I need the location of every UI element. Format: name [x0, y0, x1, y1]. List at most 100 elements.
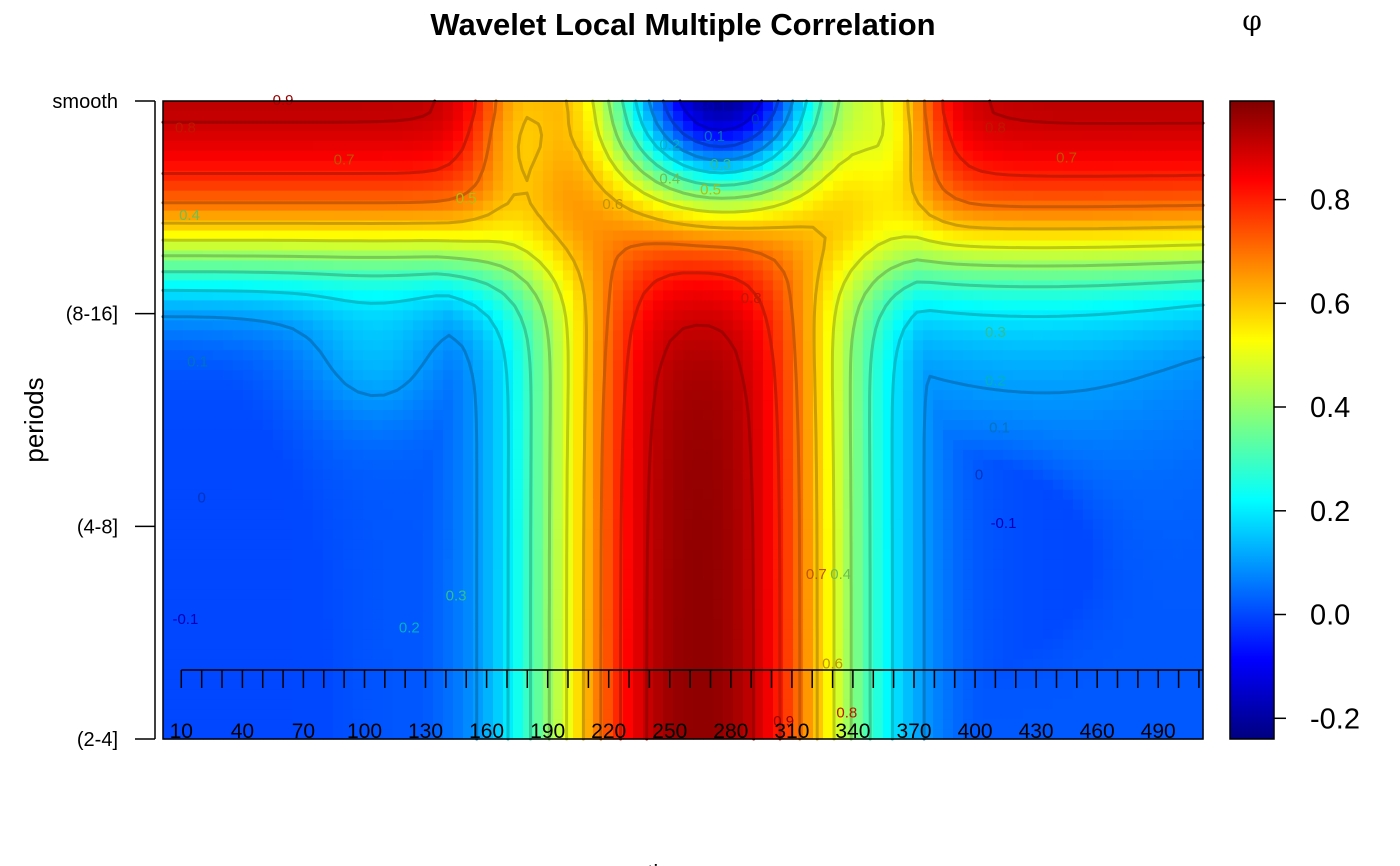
heatmap-cell: [633, 529, 644, 541]
heatmap-cell: [853, 549, 864, 561]
heatmap-cell: [173, 340, 184, 351]
heatmap-cell: [1183, 479, 1194, 491]
heatmap-cell: [373, 230, 384, 242]
heatmap-cell: [913, 569, 924, 581]
heatmap-cell: [203, 130, 214, 142]
heatmap-cell: [1053, 350, 1064, 361]
heatmap-cell: [1033, 429, 1044, 441]
heatmap-cell: [493, 150, 504, 162]
heatmap-cell: [1113, 559, 1124, 571]
heatmap-cell: [523, 390, 534, 401]
heatmap-cell: [883, 459, 894, 471]
heatmap-cell: [1173, 290, 1184, 301]
heatmap-cell: [333, 320, 344, 331]
heatmap-cell: [1003, 449, 1014, 461]
heatmap-cell: [513, 459, 524, 471]
heatmap-cell: [853, 330, 864, 341]
heatmap-cell: [863, 210, 874, 222]
heatmap-cell: [1113, 310, 1124, 321]
heatmap-cell: [1163, 280, 1174, 292]
heatmap-cell: [1103, 110, 1114, 122]
heatmap-cell: [373, 380, 384, 391]
heatmap-cell: [493, 240, 504, 252]
heatmap-cell: [303, 220, 314, 232]
heatmap-cell: [443, 170, 454, 182]
heatmap-cell: [663, 320, 674, 331]
heatmap-cell: [503, 190, 514, 202]
heatmap-cell: [1053, 529, 1064, 541]
heatmap-cell: [433, 310, 444, 321]
heatmap-cell: [1173, 559, 1184, 571]
heatmap-cell: [263, 130, 274, 142]
heatmap-cell: [273, 160, 284, 172]
heatmap-cell: [203, 439, 214, 451]
heatmap-cell: [1063, 150, 1074, 162]
heatmap-cell: [1183, 250, 1194, 262]
heatmap-cell: [183, 160, 194, 172]
heatmap-cell: [1133, 300, 1144, 311]
heatmap-cell: [293, 479, 304, 491]
heatmap-cell: [663, 200, 674, 212]
heatmap-cell: [653, 459, 664, 471]
heatmap-cell: [1013, 489, 1024, 501]
heatmap-cell: [1153, 180, 1164, 192]
heatmap-cell: [803, 300, 814, 311]
heatmap-cell: [693, 509, 704, 521]
heatmap-cell: [833, 300, 844, 311]
heatmap-cell: [303, 559, 314, 571]
heatmap-cell: [1153, 340, 1164, 351]
heatmap-cell: [1103, 559, 1114, 571]
heatmap-cell: [243, 340, 254, 351]
heatmap-cell: [663, 160, 674, 172]
heatmap-cell: [993, 539, 1004, 551]
heatmap-cell: [1143, 420, 1154, 431]
heatmap-cell: [893, 569, 904, 581]
heatmap-cell: [1053, 449, 1064, 461]
heatmap-cell: [563, 270, 574, 282]
heatmap-cell: [463, 210, 474, 222]
heatmap-cell: [803, 200, 814, 212]
heatmap-cell: [843, 499, 854, 511]
heatmap-cell: [223, 549, 234, 561]
heatmap-cell: [893, 120, 904, 132]
heatmap-cell: [573, 529, 584, 541]
heatmap-cell: [1043, 290, 1054, 301]
heatmap-cell: [613, 400, 624, 411]
heatmap-cell: [223, 559, 234, 571]
heatmap-cell: [913, 390, 924, 401]
heatmap-cell: [233, 300, 244, 311]
heatmap-cell: [963, 190, 974, 202]
heatmap-cell: [823, 190, 834, 202]
heatmap-cell: [973, 290, 984, 301]
heatmap-cell: [393, 150, 404, 162]
heatmap-cell: [753, 370, 764, 381]
heatmap-cell: [693, 280, 704, 292]
heatmap-cell: [673, 220, 684, 232]
heatmap-cell: [173, 110, 184, 122]
heatmap-cell: [1023, 230, 1034, 242]
heatmap-cell: [573, 330, 584, 341]
heatmap-cell: [1073, 380, 1084, 391]
heatmap-cell: [943, 101, 954, 112]
heatmap-cell: [333, 549, 344, 561]
heatmap-cell: [403, 210, 414, 222]
heatmap-cell: [933, 439, 944, 451]
heatmap-cell: [223, 400, 234, 411]
heatmap-cell: [623, 449, 634, 461]
heatmap-cell: [563, 150, 574, 162]
heatmap-cell: [303, 260, 314, 272]
heatmap-cell: [1053, 559, 1064, 571]
heatmap-cell: [163, 350, 174, 361]
heatmap-cell: [523, 250, 534, 262]
heatmap-cell: [733, 340, 744, 351]
heatmap-cell: [613, 320, 624, 331]
heatmap-cell: [853, 230, 864, 242]
heatmap-cell: [613, 180, 624, 192]
heatmap-cell: [313, 120, 324, 132]
heatmap-cell: [303, 499, 314, 511]
heatmap-cell: [703, 130, 714, 142]
heatmap-cell: [1113, 370, 1124, 381]
heatmap-cell: [363, 110, 374, 122]
heatmap-cell: [613, 150, 624, 162]
